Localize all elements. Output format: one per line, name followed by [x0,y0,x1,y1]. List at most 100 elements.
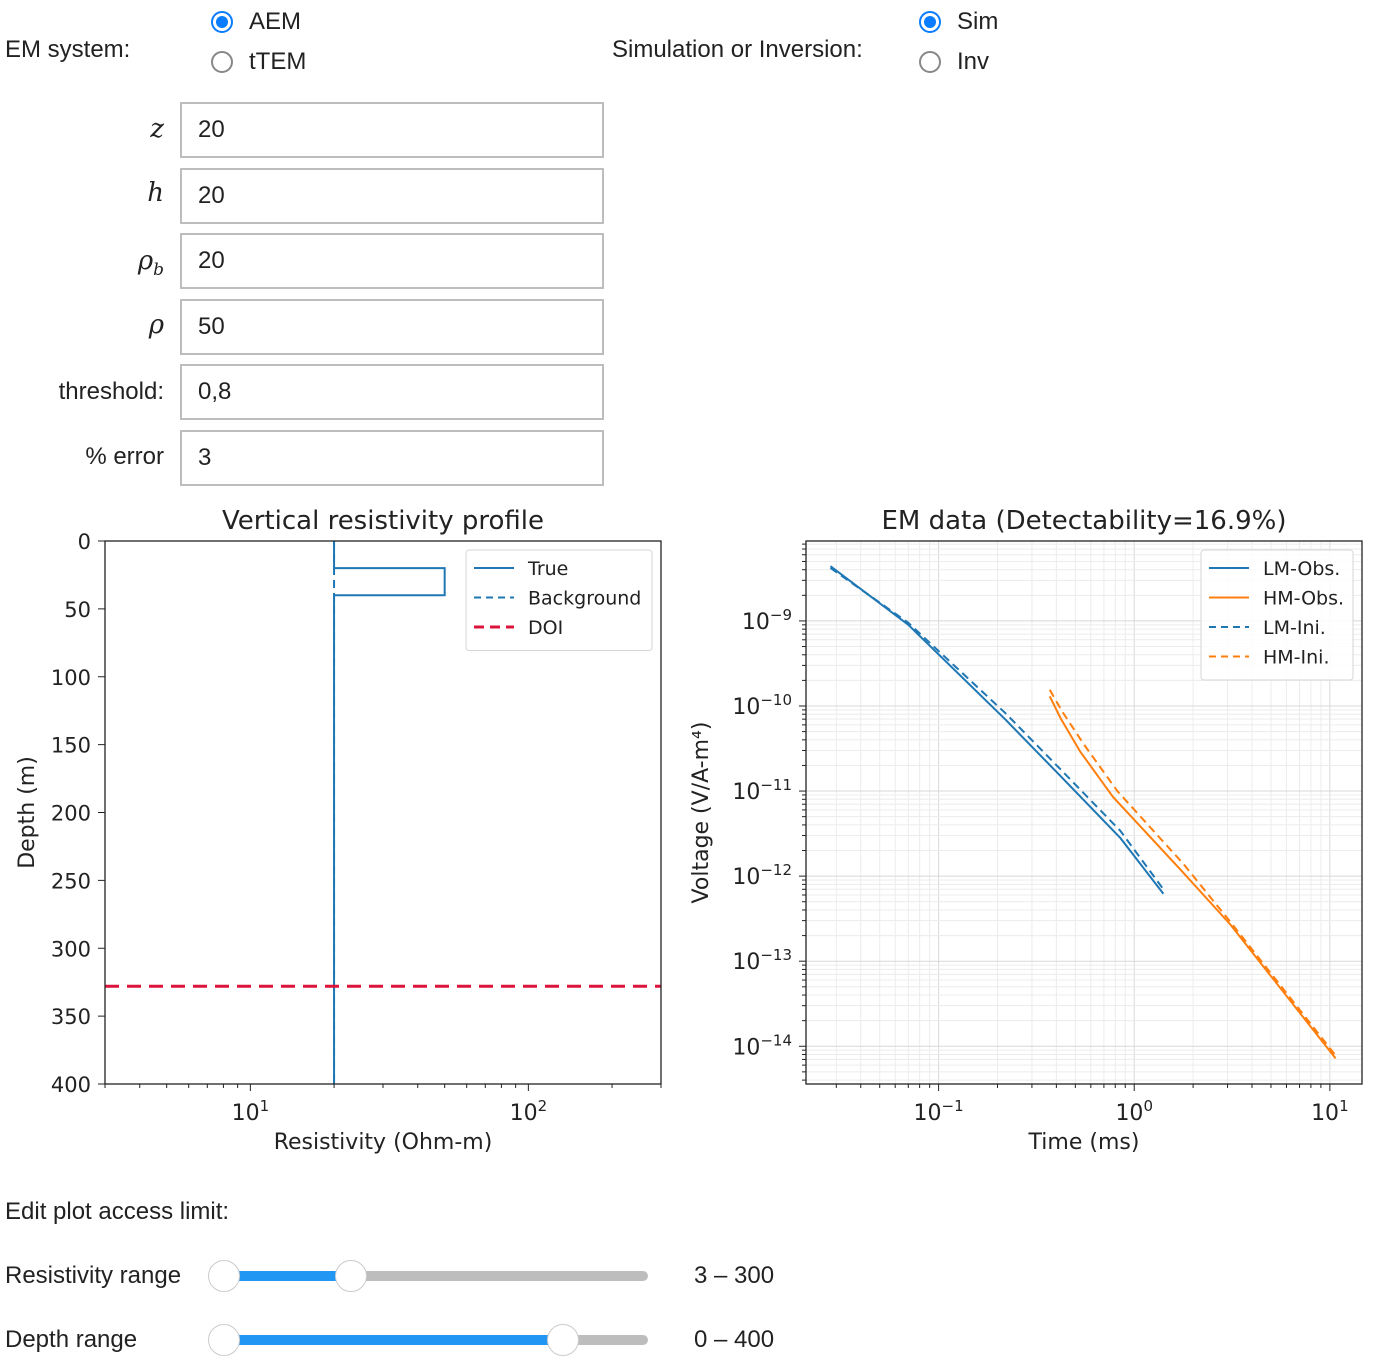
tick-exp: −1 [942,1097,964,1115]
radio-label: Sim [957,8,999,35]
x-tick-label: 101 [232,1097,270,1126]
slider-high-handle[interactable] [547,1324,580,1356]
y-tick-label: 10−11 [732,776,792,805]
tick-base: 10 [732,1035,760,1060]
y-tick-label: 10−13 [732,946,792,975]
tick-base: 10 [914,1101,942,1126]
depth-range-label: Depth range [5,1326,138,1353]
radio-sim[interactable]: Sim [919,8,998,36]
y-tick-label: 50 [64,598,91,622]
tick-exp: −9 [770,606,792,624]
tick-base: 10 [1311,1101,1339,1126]
legend-box [465,549,653,651]
y-tick-label: 10−9 [742,606,792,635]
slider-fill [224,1271,352,1281]
radio-label: tTEM [249,48,307,75]
depth-range-slider[interactable] [208,1324,648,1356]
legend-label: Background [528,588,641,610]
radio-ttem[interactable]: tTEM [211,48,306,76]
h-input[interactable] [180,168,604,224]
tick-base: 10 [232,1101,260,1126]
radio-checked-icon[interactable] [919,11,941,33]
field-label-rho-b: ρb [137,246,164,281]
tick-base: 10 [1115,1101,1143,1126]
tick-exp: −13 [760,946,792,964]
chart-title: EM data (Detectability=16.9%) [881,506,1286,536]
y-tick-label: 250 [51,869,91,893]
rho-b-input[interactable] [180,233,604,289]
tick-base: 10 [732,950,760,975]
tick-exp: −11 [760,776,792,794]
y-tick-label: 10−12 [732,861,792,890]
legend-label: LM-Ini. [1263,617,1326,639]
series-line-lm-ini- [829,567,1165,890]
em-system-label: EM system: [5,36,131,63]
tick-exp: −12 [760,861,792,879]
radio-unchecked-icon[interactable] [919,51,941,73]
limits-heading: Edit plot access limit: [5,1198,230,1225]
y-tick-label: 150 [51,734,91,758]
radio-inv[interactable]: Inv [919,48,989,76]
y-axis-label: Depth (m) [15,756,40,869]
tick-exp: −10 [760,691,792,709]
field-label-z: z [150,114,164,144]
x-tick-label: 100 [1115,1097,1153,1126]
legend-label: DOI [528,617,563,639]
series-line-true [333,541,446,1084]
tick-base: 10 [742,610,770,635]
y-tick-label: 350 [51,1005,91,1029]
tick-exp: 1 [1339,1097,1349,1115]
slider-low-handle[interactable] [208,1324,240,1356]
resistivity-range-readout: 3 – 300 [694,1262,775,1289]
field-label-rho: ρ [148,310,164,340]
z-input[interactable] [180,102,604,158]
x-tick-label: 101 [1311,1097,1349,1126]
slider-high-handle[interactable] [335,1260,368,1292]
mode-label: Simulation or Inversion: [612,36,863,63]
x-tick-label: 10−1 [914,1097,964,1126]
rho-input[interactable] [180,299,604,355]
y-tick-label: 400 [51,1073,91,1097]
y-tick-label: 10−10 [732,691,792,720]
y-tick-label: 200 [51,802,91,826]
field-label-threshold: threshold: [58,378,164,405]
tick-exp: −14 [760,1031,792,1049]
x-axis-label: Time (ms) [1028,1130,1140,1155]
legend-box [1200,549,1354,681]
plot-frame [104,540,662,1085]
legend-label: True [527,558,568,580]
tick-base: 10 [732,695,760,720]
series-line-hm-ini- [1048,689,1337,1057]
tick-exp: 1 [260,1097,270,1115]
radio-unchecked-icon[interactable] [211,51,233,73]
radio-checked-icon[interactable] [211,11,233,33]
slider-low-handle[interactable] [208,1260,240,1292]
radio-label: Inv [957,48,990,75]
y-tick-label: 0 [78,530,91,554]
y-axis-label: Voltage (V/A-m⁴) [689,722,714,904]
y-tick-label: 10−14 [732,1031,792,1060]
resistivity-range-label: Resistivity range [5,1262,182,1289]
resistivity-range-slider[interactable] [208,1260,648,1292]
error-input[interactable] [180,430,604,486]
chart-title: Vertical resistivity profile [222,506,544,536]
tick-base: 10 [732,780,760,805]
plot-frame [805,540,1363,1085]
field-label-h: h [147,178,164,208]
tick-exp: 0 [1143,1097,1153,1115]
depth-range-readout: 0 – 400 [694,1326,775,1353]
legend-label: LM-Obs. [1263,558,1340,580]
radio-aem[interactable]: AEM [211,8,301,36]
slider-track[interactable] [224,1271,648,1281]
slider-fill [224,1335,564,1345]
series-line-lm-obs- [829,565,1165,895]
y-tick-label: 100 [51,666,91,690]
threshold-input[interactable] [180,364,604,420]
tick-base: 10 [510,1101,538,1126]
x-axis-label: Resistivity (Ohm-m) [274,1130,493,1155]
legend-label: HM-Obs. [1263,588,1344,610]
tick-base: 10 [732,865,760,890]
y-tick-label: 300 [51,937,91,961]
